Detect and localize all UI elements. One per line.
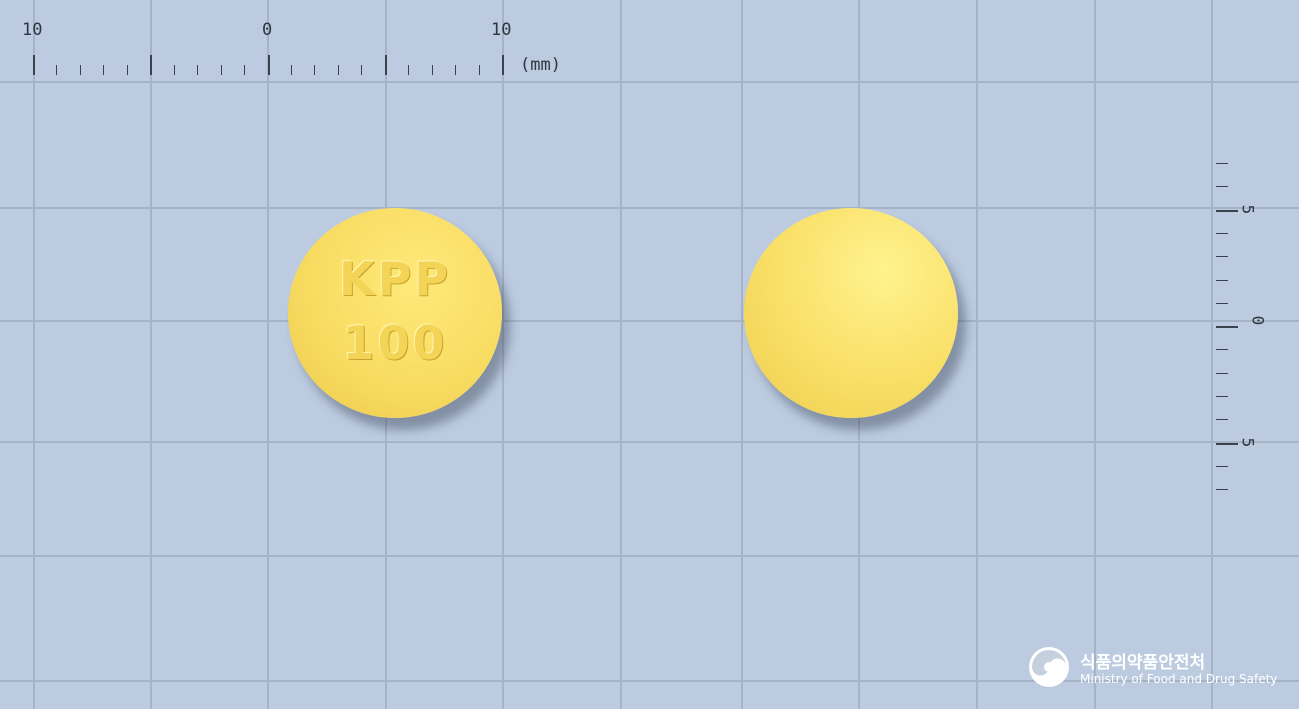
right-ruler-label-top: 5 <box>1238 204 1258 215</box>
top-ruler-tick <box>103 65 105 75</box>
top-ruler-tick <box>79 65 81 75</box>
org-name-english: Ministry of Food and Drug Safety <box>1080 672 1278 686</box>
right-ruler-label-center: 0 <box>1248 315 1268 326</box>
top-ruler-tick <box>361 65 363 75</box>
right-ruler-label-bottom: 5 <box>1238 437 1258 448</box>
top-ruler-tick <box>244 65 246 75</box>
right-ruler-tick <box>1216 465 1228 467</box>
right-ruler-tick <box>1216 163 1228 164</box>
top-ruler-tick <box>197 65 199 75</box>
mfds-logo-icon <box>1029 647 1069 687</box>
top-ruler-unit: (mm) <box>520 55 561 75</box>
right-ruler-tick <box>1216 396 1228 397</box>
top-ruler-tick <box>478 65 480 75</box>
top-ruler-tick <box>431 65 433 75</box>
right-ruler-tick <box>1216 349 1228 351</box>
top-ruler-label-center: 0 <box>262 20 273 40</box>
top-ruler-tick <box>314 65 316 75</box>
right-ruler-tick <box>1216 489 1228 491</box>
top-ruler-tick <box>56 65 58 75</box>
right-ruler-tick <box>1216 186 1228 188</box>
right-ruler-tick <box>1216 442 1238 445</box>
top-ruler-tick <box>455 65 457 75</box>
top-ruler-tick <box>337 65 339 75</box>
right-ruler-tick <box>1216 372 1228 374</box>
top-ruler-label-right: 10 <box>491 20 512 40</box>
top-ruler-tick <box>267 55 270 75</box>
tablet-back <box>744 208 958 418</box>
right-ruler-tick <box>1216 232 1228 234</box>
tablet-imprint-line1: KPP <box>338 252 452 306</box>
top-ruler-tick <box>173 65 175 75</box>
top-ruler-tick <box>384 55 387 75</box>
right-ruler-tick <box>1216 256 1228 258</box>
right-ruler-tick <box>1216 302 1228 304</box>
top-ruler-tick <box>408 65 410 75</box>
right-ruler-tick <box>1216 279 1228 281</box>
tablet-imprint-line2: 100 <box>342 316 448 370</box>
top-ruler-tick <box>220 65 222 75</box>
top-ruler-tick <box>126 65 128 75</box>
tablet-front: KPP 100 <box>288 208 502 418</box>
top-ruler-tick <box>150 55 153 75</box>
org-name-korean: 식품의약품안전처 <box>1080 653 1206 673</box>
right-ruler-tick <box>1216 326 1238 329</box>
top-ruler-tick <box>33 55 35 75</box>
right-ruler-tick <box>1216 419 1228 421</box>
right-ruler-tick <box>1216 209 1238 212</box>
top-ruler-label-left: 10 <box>22 20 43 40</box>
top-ruler-tick <box>502 55 504 75</box>
top-ruler-tick <box>290 65 292 75</box>
